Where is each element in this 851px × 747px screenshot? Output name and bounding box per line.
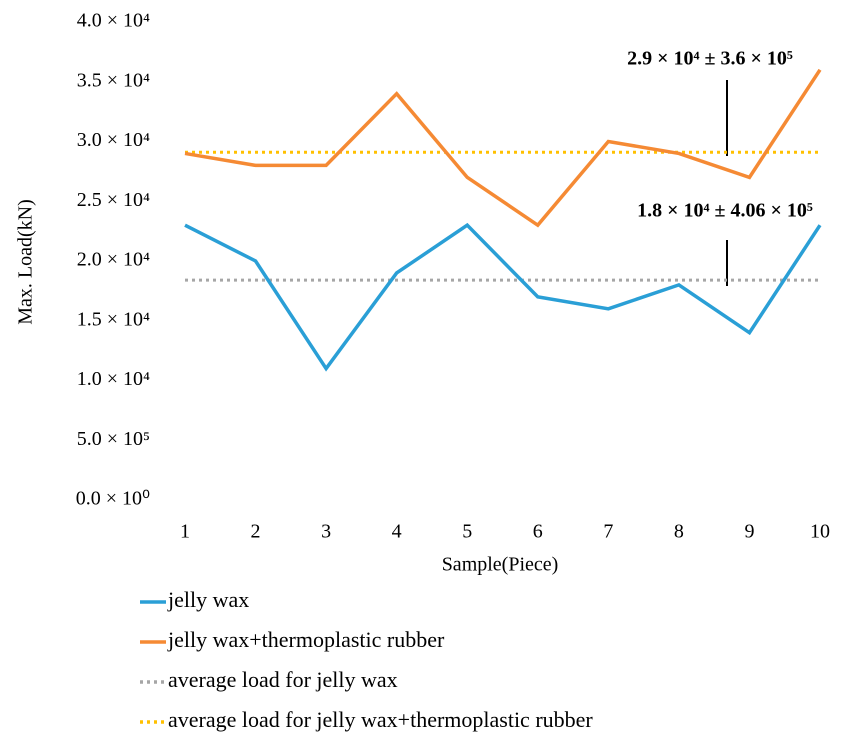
x-tick-label: 7 xyxy=(603,521,613,543)
annotation: 2.9 × 10⁴ ± 3.6 × 10⁵ xyxy=(627,48,793,70)
y-tick-label: 4.0 × 10⁴ xyxy=(77,10,150,32)
legend-label: average load for jelly wax+thermoplastic… xyxy=(168,707,593,732)
x-tick-label: 5 xyxy=(462,521,472,543)
x-tick-label: 1 xyxy=(180,521,190,543)
y-tick-label: 3.5 × 10⁴ xyxy=(77,69,150,91)
legend: jelly wax jelly wax+thermoplastic rubber a… xyxy=(140,587,593,732)
x-tick-label: 6 xyxy=(533,521,543,543)
series-line xyxy=(184,68,822,228)
y-axis-label: Max. Load(kN) xyxy=(15,199,37,325)
legend-label: jelly wax xyxy=(167,587,249,612)
x-tick-label: 4 xyxy=(392,521,402,543)
y-tick-label: 2.0 × 10⁴ xyxy=(77,249,150,271)
x-tick-label: 10 xyxy=(810,521,830,543)
series-line xyxy=(184,222,822,372)
x-tick-label: 3 xyxy=(321,521,331,543)
x-tick-label: 2 xyxy=(251,521,261,543)
y-tick-label: 0.0 × 10⁰ xyxy=(76,488,150,510)
x-tick-label: 8 xyxy=(674,521,684,543)
y-tick-label: 2.5 × 10⁴ xyxy=(77,189,150,211)
y-tick-label: 5.0 × 10⁵ xyxy=(77,428,150,450)
legend-label: jelly wax+thermoplastic rubber xyxy=(167,627,445,652)
x-axis-label: Sample(Piece) xyxy=(442,554,559,576)
legend-label: average load for jelly wax xyxy=(168,667,398,692)
y-tick-label: 1.5 × 10⁴ xyxy=(77,308,150,330)
y-tick-label: 3.0 × 10⁴ xyxy=(77,129,150,151)
annotation: 1.8 × 10⁴ ± 4.06 × 10⁵ xyxy=(637,200,813,222)
y-tick-label: 1.0 × 10⁴ xyxy=(77,368,150,390)
x-tick-label: 9 xyxy=(744,521,754,543)
